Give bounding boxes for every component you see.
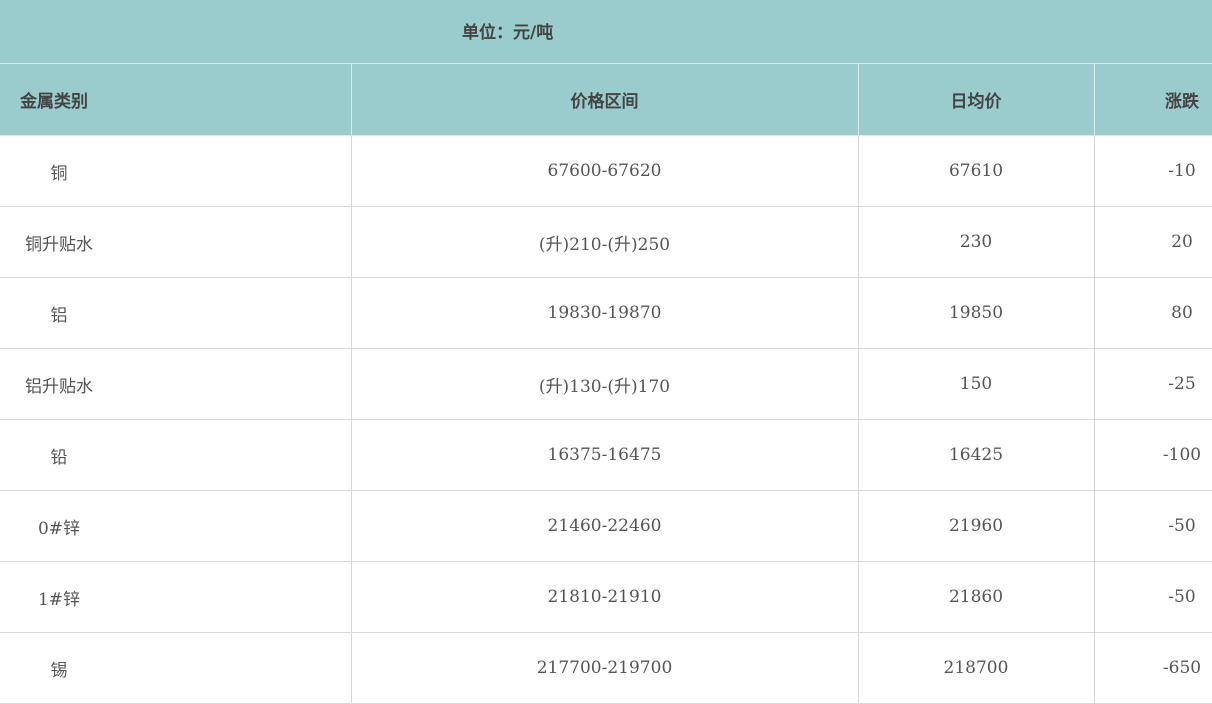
cell-metal: 锡 (0, 633, 351, 704)
cell-change: -50 (1094, 491, 1212, 562)
cell-avg: 19850 (858, 278, 1094, 349)
table-row: 锡 217700-219700218700-650 (0, 633, 1212, 704)
cell-metal: 铜 (0, 136, 351, 207)
cell-avg: 16425 (858, 420, 1094, 491)
table-row: 铝 19830-198701985080 (0, 278, 1212, 349)
metal-name: 铅 (20, 443, 98, 468)
metal-name: 1#锌 (20, 585, 98, 610)
table-row: 铅 16375-1647516425-100 (0, 420, 1212, 491)
cell-metal: 铝 (0, 278, 351, 349)
cell-range: 19830-19870 (351, 278, 858, 349)
cell-metal: 铝升贴水 (0, 349, 351, 420)
table-row: 1#锌 21810-2191021860-50 (0, 562, 1212, 633)
cell-change: -25 (1094, 349, 1212, 420)
cell-range: 16375-16475 (351, 420, 858, 491)
table-row: 铝升贴水 (升)130-(升)170150-25 (0, 349, 1212, 420)
cell-range: 217700-219700 (351, 633, 858, 704)
price-table-container: 单位：元/吨 金属类别 价格区间 日均价 涨跌 铜 67600-676206761… (0, 0, 1212, 704)
cell-change: -50 (1094, 562, 1212, 633)
cell-metal: 铅 (0, 420, 351, 491)
metal-name: 铜升贴水 (20, 230, 98, 255)
cell-range: 21810-21910 (351, 562, 858, 633)
cell-avg: 21960 (858, 491, 1094, 562)
cell-change: -100 (1094, 420, 1212, 491)
column-header-range: 价格区间 (351, 64, 858, 136)
cell-change: -10 (1094, 136, 1212, 207)
column-header-metal: 金属类别 (0, 64, 351, 136)
cell-range: 67600-67620 (351, 136, 858, 207)
table-row: 铜升贴水 (升)210-(升)25023020 (0, 207, 1212, 278)
metal-price-table: 金属类别 价格区间 日均价 涨跌 铜67600-6762067610-10铜升贴… (0, 64, 1212, 704)
table-row: 0#锌 21460-2246021960-50 (0, 491, 1212, 562)
metal-name: 铝升贴水 (20, 372, 98, 397)
cell-range: (升)210-(升)250 (351, 207, 858, 278)
cell-range: (升)130-(升)170 (351, 349, 858, 420)
cell-avg: 150 (858, 349, 1094, 420)
table-row: 铜 67600-6762067610-10 (0, 136, 1212, 207)
unit-label: 单位：元/吨 (462, 18, 553, 43)
cell-change: 20 (1094, 207, 1212, 278)
cell-range: 21460-22460 (351, 491, 858, 562)
metal-name: 铜 (20, 159, 98, 184)
cell-metal: 1#锌 (0, 562, 351, 633)
metal-name: 锡 (20, 656, 98, 681)
cell-avg: 21860 (858, 562, 1094, 633)
cell-avg: 67610 (858, 136, 1094, 207)
table-header-row: 金属类别 价格区间 日均价 涨跌 (0, 64, 1212, 136)
cell-metal: 0#锌 (0, 491, 351, 562)
cell-change: 80 (1094, 278, 1212, 349)
cell-avg: 230 (858, 207, 1094, 278)
unit-header: 单位：元/吨 (0, 0, 1212, 64)
metal-name: 0#锌 (20, 514, 98, 539)
metal-name: 铝 (20, 301, 98, 326)
cell-change: -650 (1094, 633, 1212, 704)
column-header-avg: 日均价 (858, 64, 1094, 136)
column-header-change: 涨跌 (1094, 64, 1212, 136)
cell-avg: 218700 (858, 633, 1094, 704)
cell-metal: 铜升贴水 (0, 207, 351, 278)
